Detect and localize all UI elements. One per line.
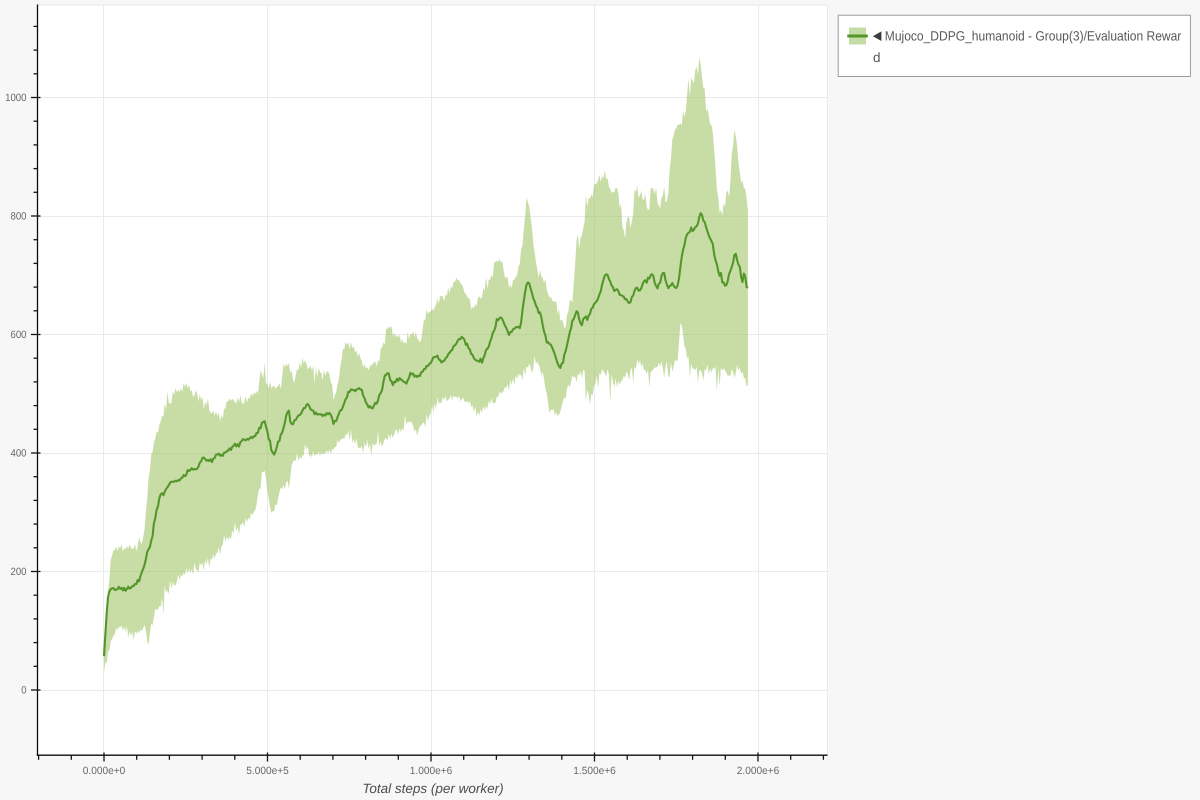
svg-text:Mujoco_DDPG_humanoid - Group(3: Mujoco_DDPG_humanoid - Group(3)/Evaluati… <box>885 28 1182 43</box>
svg-text:1000: 1000 <box>5 92 27 104</box>
svg-text:600: 600 <box>11 329 27 341</box>
svg-text:d: d <box>873 50 881 65</box>
svg-text:800: 800 <box>11 211 27 223</box>
svg-text:1.000e+6: 1.000e+6 <box>410 765 453 777</box>
svg-text:5.000e+5: 5.000e+5 <box>246 765 289 777</box>
svg-text:0.000e+0: 0.000e+0 <box>83 765 126 777</box>
svg-text:Total steps (per worker): Total steps (per worker) <box>362 781 503 796</box>
svg-text:2.000e+6: 2.000e+6 <box>737 765 780 777</box>
svg-text:0: 0 <box>21 685 26 697</box>
svg-text:1.500e+6: 1.500e+6 <box>573 765 616 777</box>
svg-text:400: 400 <box>11 448 27 460</box>
svg-text:200: 200 <box>11 566 27 578</box>
